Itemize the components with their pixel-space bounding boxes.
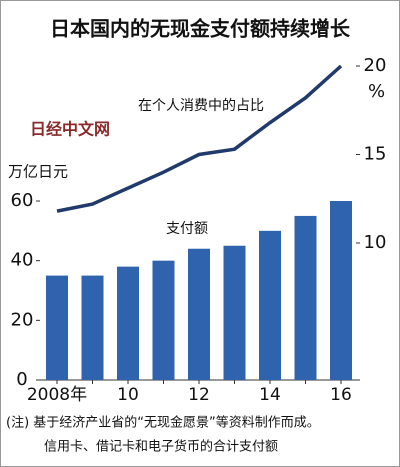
y2-tick-label: 15 bbox=[364, 144, 387, 165]
x-tick-label: 14 bbox=[259, 385, 281, 405]
x-tick-label: 16 bbox=[330, 385, 352, 405]
note: (注) 基于经济产业省的“无现金愿景”等资料制作而成。 bbox=[6, 415, 320, 431]
x-tick-label: 12 bbox=[188, 385, 210, 405]
y-tick-label: 40 bbox=[11, 250, 34, 271]
note: 信用卡、借记卡和电子货币的合计支付额 bbox=[44, 439, 278, 455]
y2-tick-label: 10 bbox=[364, 232, 387, 253]
bar bbox=[81, 275, 104, 380]
chart-title: 日本国内的无现金支付额持续增长 bbox=[50, 17, 351, 41]
x-tick-label: 2008年 bbox=[27, 385, 87, 405]
y-tick-label: 20 bbox=[11, 309, 34, 330]
bar bbox=[223, 245, 246, 380]
bar bbox=[259, 230, 281, 380]
y2-axis-label: % bbox=[368, 81, 385, 102]
bar bbox=[117, 266, 139, 380]
bar bbox=[330, 201, 352, 380]
bar bbox=[152, 260, 175, 380]
x-tick-label: 10 bbox=[117, 385, 139, 405]
line bbox=[56, 64, 343, 213]
y-tick-label: 0 bbox=[16, 369, 27, 390]
bar bbox=[46, 275, 68, 380]
bar bbox=[188, 248, 210, 380]
y-axis-label: 万亿日元 bbox=[8, 163, 68, 181]
y2-tick-label: 20 bbox=[364, 55, 387, 76]
watermark: 日经中文网 bbox=[30, 120, 110, 139]
y-tick-label: 60 bbox=[11, 190, 34, 211]
bar-label: 支付额 bbox=[166, 221, 208, 237]
bar bbox=[294, 215, 317, 380]
line-label: 在个人消费中的占比 bbox=[138, 98, 264, 114]
